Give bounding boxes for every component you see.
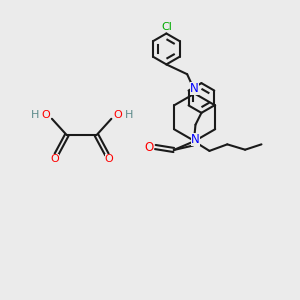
Text: N: N <box>191 133 200 146</box>
Text: H: H <box>31 110 39 120</box>
Text: O: O <box>105 154 113 164</box>
Text: Cl: Cl <box>161 22 172 32</box>
Text: O: O <box>50 154 59 164</box>
Text: N: N <box>190 82 199 95</box>
Text: O: O <box>41 110 50 120</box>
Text: H: H <box>124 110 133 120</box>
Text: O: O <box>113 110 122 120</box>
Text: O: O <box>144 140 153 154</box>
